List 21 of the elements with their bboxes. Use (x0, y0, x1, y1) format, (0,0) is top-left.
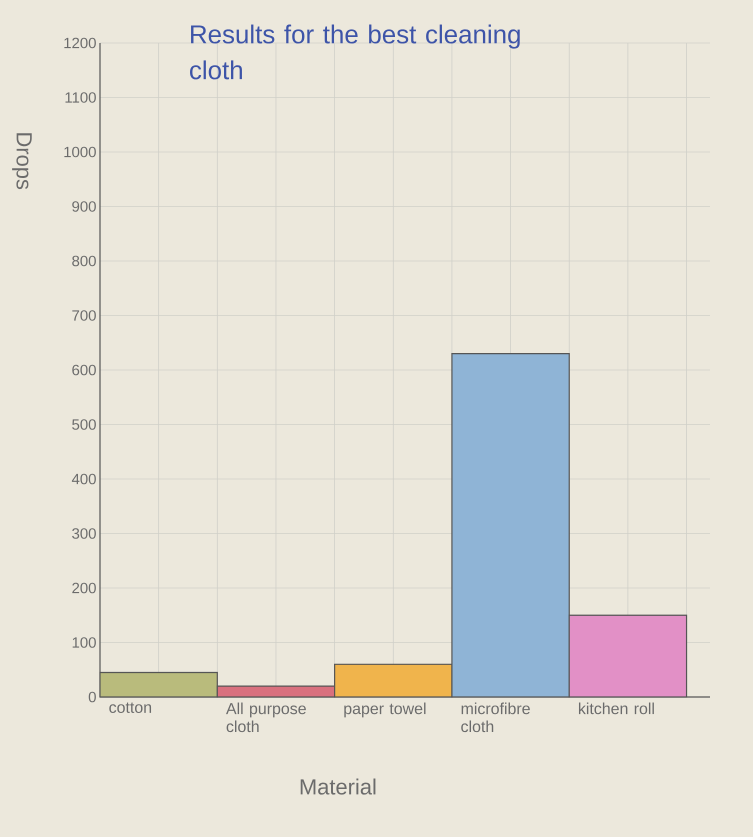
y-tick-label: 200 (72, 582, 96, 594)
x-tick-label: microfibre cloth (461, 702, 530, 732)
x-tick-label: kitchen roll (578, 702, 654, 714)
y-tick-label: 500 (72, 419, 96, 430)
y-axis-title: Drops (12, 133, 32, 190)
x-tick-label: cotton (109, 702, 152, 713)
x-tick-label: paper towel (344, 702, 426, 718)
chart-title: Results for the best cleaning cloth (190, 24, 520, 80)
y-tick-label: 1200 (64, 38, 96, 48)
y-tick-label: 900 (72, 201, 96, 212)
y-tick-label: 1000 (64, 146, 96, 158)
y-tick-label: 1100 (65, 92, 96, 103)
y-tick-label: 0 (88, 692, 96, 702)
y-tick-label: 300 (72, 528, 96, 539)
x-tick-label: All purpose cloth (226, 702, 306, 732)
y-tick-label: 100 (72, 637, 96, 648)
y-tick-label: 400 (72, 474, 96, 484)
y-tick-label: 700 (72, 310, 96, 321)
y-tick-label: 800 (72, 256, 96, 266)
y-tick-label: 600 (72, 364, 96, 376)
x-axis-title: Material (300, 778, 376, 795)
